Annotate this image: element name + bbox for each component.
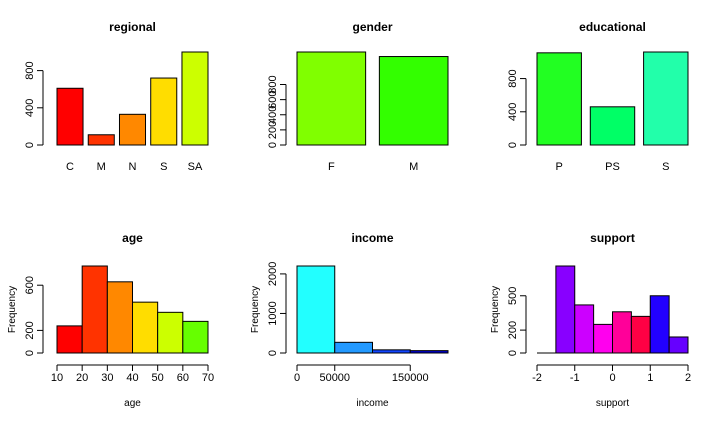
bar [296,51,367,146]
y-axis-label: Frequency [7,286,18,333]
y-tick-label: 800 [507,69,519,87]
y-tick-label: 0 [507,350,519,356]
x-tick-label: 70 [202,372,214,384]
histogram-bar [56,325,83,354]
y-tick-label: 0 [267,142,279,148]
panel-title: regional [109,20,156,34]
x-tick-label: 1 [647,372,653,384]
x-tick-label: P [556,161,563,173]
x-tick-label: S [160,161,167,173]
histogram-bar [157,311,184,354]
histogram-bar [612,311,632,354]
y-tick-label: 200 [24,321,36,339]
y-tick-label: 200 [267,121,279,139]
x-tick-label: 10 [51,372,63,384]
x-tick-label: PS [605,161,620,173]
panel-title: income [351,231,393,245]
y-tick-label: 0 [507,142,519,148]
bar [536,52,582,146]
bar [181,51,209,146]
y-tick-label: 600 [267,90,279,108]
panel-regional: regional 0 400 800 C M N S SA [24,20,209,173]
x-axis-label: age [124,398,141,409]
panel-support: support 0 200 500 Frequency -2 -1 0 1 2 support [490,231,691,409]
panel-title: support [590,231,635,245]
y-tick-label: 1000 [267,301,279,325]
histogram-bar [574,304,595,354]
y-tick-label: 500 [507,287,519,305]
histogram-bar [593,323,613,354]
x-tick-label: F [328,161,335,173]
x-tick-label: 0 [609,372,615,384]
x-tick-label: M [409,161,418,173]
x-tick-label: S [662,161,669,173]
x-tick-label: 20 [76,372,88,384]
x-tick-label: 150000 [392,372,429,384]
y-axis-label: Frequency [250,286,261,333]
panel-title: age [122,231,143,245]
x-tick-label: -2 [532,372,542,384]
bar [378,56,449,146]
y-tick-label: 0 [267,350,279,356]
panel-title: gender [352,20,392,34]
x-tick-label: 60 [177,372,189,384]
panel-age: age 0 200 600 Frequency 10 20 30 40 50 60 70 age [7,231,214,409]
panel-income: income 0 1000 2000 Frequency 0 50000 150000 inco… [250,231,449,409]
x-tick-label: -1 [570,372,580,384]
x-tick-label: SA [188,161,203,173]
histogram-bar [630,315,651,354]
y-tick-label: 800 [267,75,279,93]
histogram-bar [296,265,336,354]
y-tick-label: 600 [24,276,36,294]
y-tick-label: 800 [24,61,36,79]
panel-title: educational [579,20,646,34]
x-axis-label: income [356,398,389,409]
panel-educational: educational 0 400 800 P PS S [507,20,689,173]
y-tick-label: 400 [24,99,36,117]
x-tick-label: M [97,161,106,173]
x-tick-label: 2 [685,372,691,384]
bar [643,51,689,146]
x-axis-label: support [596,398,630,409]
y-tick-label: 0 [24,350,36,356]
histogram-bar [81,265,108,354]
histogram-bar [106,281,134,354]
histogram-bar [668,336,689,354]
y-axis-label: Frequency [490,286,501,333]
bar [87,134,115,146]
histogram-bar [132,301,159,354]
x-tick-label: 0 [294,372,300,384]
y-tick-label: 400 [267,106,279,124]
y-tick-label: 2000 [267,262,279,286]
bar [56,87,84,146]
histogram-bar [182,320,209,354]
histogram-bar [555,265,576,354]
bar [589,106,636,146]
histogram-bar [649,295,670,354]
x-tick-label: 40 [126,372,138,384]
y-tick-label: 400 [507,103,519,121]
x-tick-label: 50 [152,372,164,384]
histogram-bar [334,341,373,354]
x-tick-label: N [129,161,137,173]
bar [150,77,178,146]
bar [118,113,147,146]
y-tick-label: 0 [24,142,36,148]
x-tick-label: 30 [101,372,113,384]
x-tick-label: 50000 [319,372,350,384]
x-tick-label: C [66,161,74,173]
y-tick-label: 200 [507,321,519,339]
